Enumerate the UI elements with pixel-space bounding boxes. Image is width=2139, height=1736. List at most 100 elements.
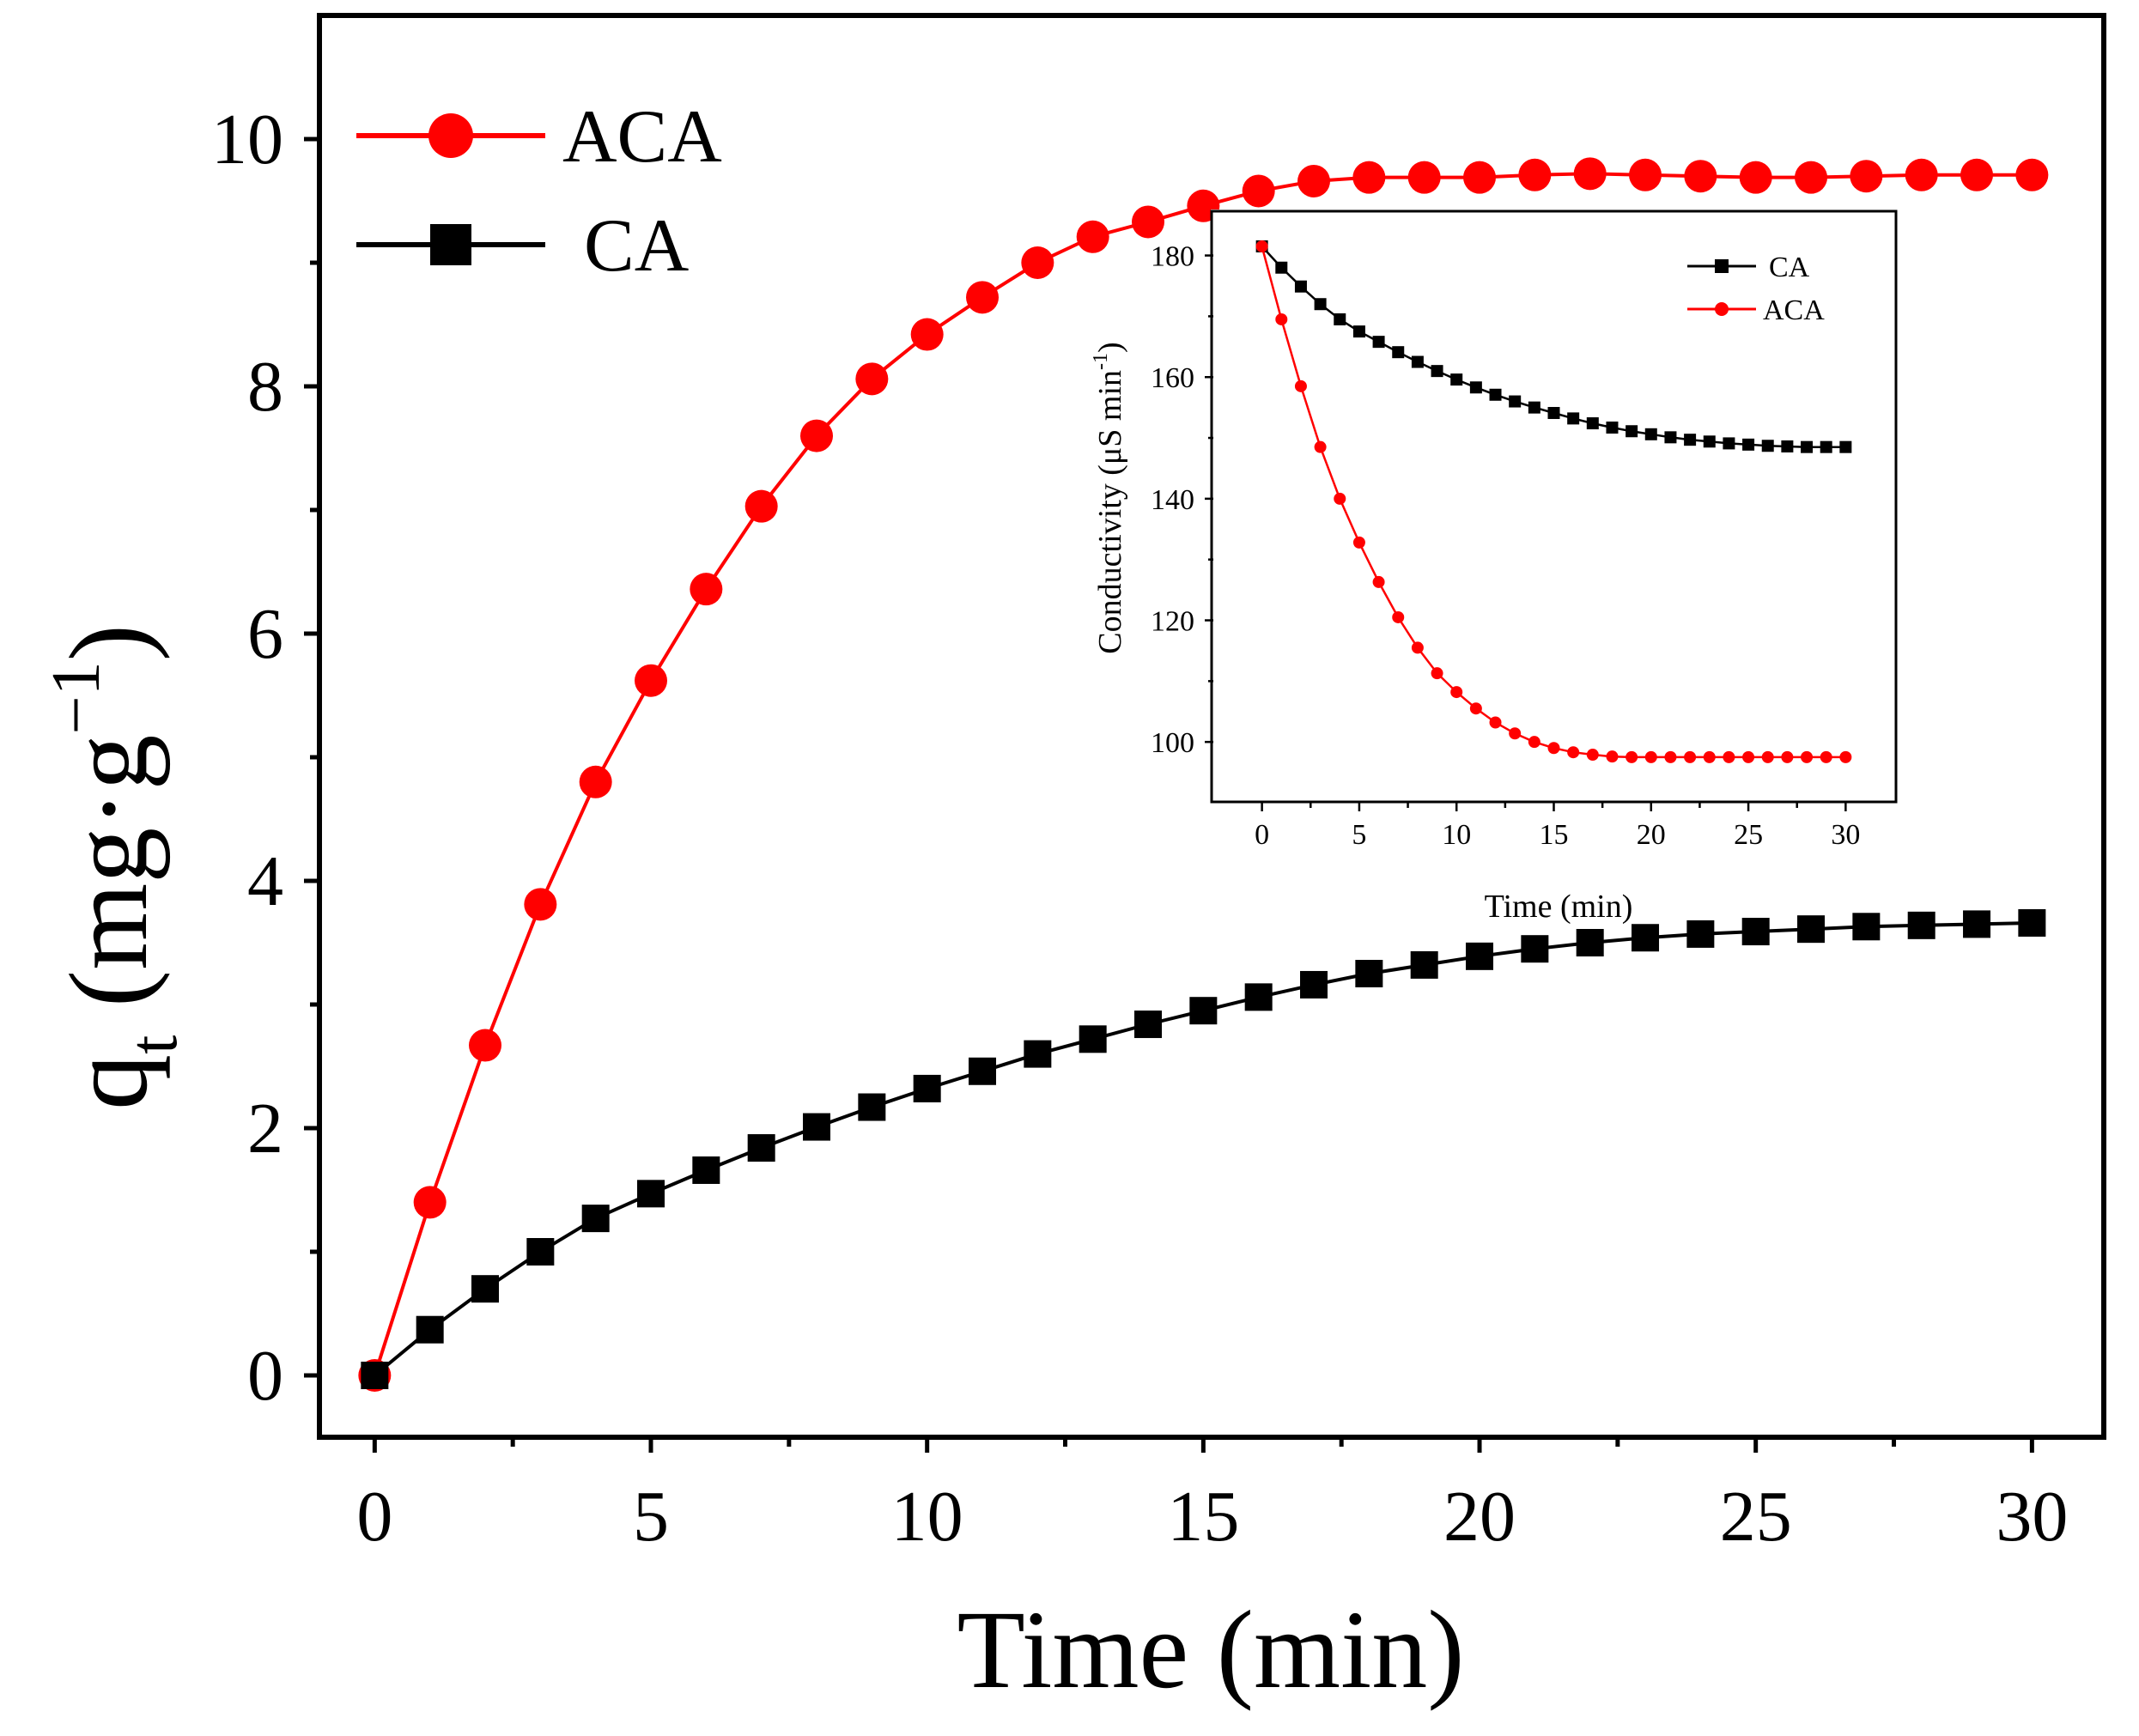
y-tick-label: 4 [247,841,283,921]
point-aca [1626,750,1638,763]
x-tick-label: 15 [1167,1477,1239,1557]
y-tick-label: 10 [211,100,283,179]
x-tick-label: 30 [1831,819,1860,851]
point-aca [1489,716,1502,729]
y-tick-label: 120 [1151,606,1194,638]
point-aca [1509,727,1522,740]
point-ca [416,1315,444,1344]
point-aca [1684,160,1717,193]
point-aca [1586,749,1599,762]
inset-chart: 0 5 10 15 20 25 30 100 120 140 160 180 CA ACA Time… [1090,209,1898,925]
point-ca [1632,924,1660,952]
inset-y-title-main: Conductivity (μS min [1092,370,1128,654]
point-ca [1024,1040,1052,1068]
point-ca [1742,438,1755,451]
point-ca [471,1275,500,1303]
main-x-axis: 0 5 10 15 20 25 30 [356,1437,2068,1557]
point-ca [1489,388,1502,401]
point-ca [1852,913,1881,941]
point-ca [1392,346,1405,359]
point-aca [1850,160,1883,193]
point-aca [1795,161,1828,194]
inset-y-axis: 100 120 140 160 180 [1151,241,1213,759]
point-aca [1761,750,1774,763]
point-aca [1629,158,1662,191]
point-aca [966,281,1000,314]
point-aca [1644,750,1657,763]
point-ca [1741,918,1770,946]
point-ca [1781,440,1794,452]
main-x-axis-title: Time (min) [957,1588,1464,1712]
legend-aca-marker [428,113,473,158]
point-aca [1297,164,1331,197]
point-ca [747,1134,775,1162]
point-ca [1521,935,1549,963]
point-ca [1509,395,1522,408]
point-ca [913,1074,941,1102]
point-ca [1907,911,1935,939]
main-plot-frame [317,13,2106,1440]
x-tick-label: 25 [1734,819,1763,851]
point-aca [1801,750,1814,763]
y-tick-label: 2 [247,1089,283,1168]
point-ca [1547,407,1560,420]
point-aca [1132,205,1165,239]
point-ca [1586,417,1599,430]
y-tick-label: 140 [1151,484,1194,516]
point-ca [1189,997,1218,1025]
y-tick-label: 6 [247,594,283,674]
x-tick-label: 10 [1442,819,1471,851]
point-aca [1076,220,1109,253]
point-ca [1355,960,1383,987]
point-ca [1300,970,1328,999]
point-ca [1801,440,1814,453]
point-aca [1820,750,1832,763]
point-ca [1684,434,1697,446]
inset-legend-aca-label: ACA [1763,294,1825,326]
point-aca [1839,750,1852,763]
inset-legend-aca-marker [1715,302,1729,316]
main-series-layer [358,157,2049,1392]
point-aca [635,664,668,697]
y-tick-label: 180 [1151,241,1194,273]
point-ca [969,1057,997,1085]
point-aca [413,1186,447,1219]
inset-x-axis-title: Time (min) [1485,889,1633,925]
point-ca [1686,920,1715,948]
inset-y-axis-title: Conductivity (μS min-1) [1090,342,1128,653]
point-aca [1314,440,1327,453]
point-aca [1547,742,1560,755]
point-ca [1820,440,1832,453]
inset-plot-frame [1210,209,1898,804]
point-aca [1664,750,1677,763]
point-ca [1275,261,1288,274]
point-ca [581,1205,610,1233]
point-ca [1469,381,1482,394]
point-aca [1528,736,1540,749]
main-legend: ACA CA [356,95,722,288]
point-aca [1739,161,1772,194]
point-aca [1352,536,1365,549]
point-aca [2015,158,2049,191]
point-aca [1255,240,1268,252]
point-ca [1079,1025,1107,1053]
point-aca [1606,750,1619,763]
point-ca [1134,1011,1163,1039]
point-aca [524,888,557,921]
x-tick-label: 10 [891,1477,963,1557]
point-ca [1797,915,1826,944]
y-title-subscript: t [116,1035,191,1054]
x-tick-label: 20 [1637,819,1666,851]
inset-x-axis: 0 5 10 15 20 25 30 [1255,803,1860,851]
point-ca [1626,425,1638,438]
point-ca [1466,942,1494,970]
x-tick-label: 5 [633,1477,669,1557]
point-aca [1372,575,1385,588]
point-aca [1334,492,1346,505]
legend-ca-marker [430,224,471,265]
y-tick-label: 0 [247,1336,283,1416]
point-ca [1606,422,1619,434]
y-tick-label: 100 [1151,727,1194,759]
point-ca [1431,365,1443,378]
point-aca [579,765,612,798]
